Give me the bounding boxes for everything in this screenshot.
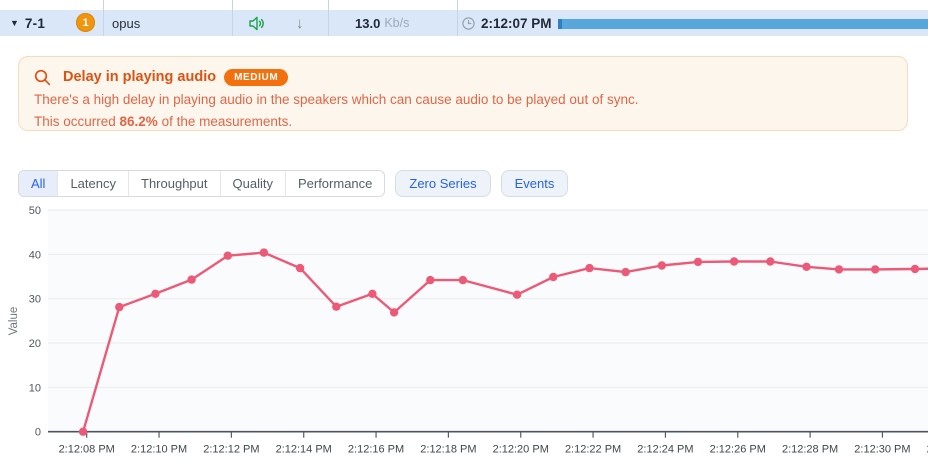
data-point[interactable]: [368, 289, 377, 298]
x-tick-label: 2:12:14 PM: [276, 444, 332, 456]
data-point[interactable]: [187, 275, 196, 284]
column-separator: [457, 0, 458, 36]
x-tick-label: 2:12:30 PM: [854, 444, 910, 456]
stream-timeline-bar: [558, 19, 928, 29]
data-point[interactable]: [151, 289, 160, 298]
x-tick-label: 2:12:20 PM: [493, 444, 549, 456]
y-tick-label: 10: [29, 382, 41, 394]
audio-delay-alert: Delay in playing audio MEDIUM There's a …: [18, 56, 908, 131]
data-point[interactable]: [834, 265, 844, 274]
timeseries-chart[interactable]: 0 10 20 30 40 50 Value 2:12:08 PM 2:12:10 PM 2:12…: [0, 200, 928, 475]
button-zero-series[interactable]: Zero Series: [395, 170, 491, 197]
x-tick-label: 2:12:32 PM: [927, 444, 928, 456]
data-point[interactable]: [693, 257, 703, 267]
data-point[interactable]: [910, 264, 920, 274]
data-point[interactable]: [115, 302, 124, 312]
y-tick-label: 30: [29, 294, 41, 306]
stream-id-cell[interactable]: ▼ 7-1: [10, 10, 45, 36]
occurrence-percentage: 86.2%: [119, 114, 158, 129]
data-point[interactable]: [512, 290, 522, 299]
data-point[interactable]: [766, 257, 775, 266]
bitrate-cell: 13.0 Kb/s: [355, 10, 409, 36]
x-tick-label: 2:12:16 PM: [348, 444, 404, 456]
x-tick-label: 2:12:26 PM: [710, 444, 766, 456]
stream-timestamp: 2:12:07 PM: [481, 15, 552, 31]
x-tick-label: 2:12:22 PM: [565, 444, 621, 456]
codec-cell: opus: [112, 10, 140, 36]
data-point[interactable]: [549, 272, 558, 282]
clock-icon: [462, 16, 475, 30]
bitrate-value: 13.0: [355, 15, 381, 31]
data-point[interactable]: [295, 263, 305, 273]
y-axis-title: Value: [8, 307, 20, 336]
data-point[interactable]: [458, 275, 468, 285]
y-tick-label: 40: [29, 249, 41, 261]
data-point[interactable]: [389, 308, 399, 317]
x-tick-label: 2:12:28 PM: [782, 444, 838, 456]
collapse-caret-icon[interactable]: ▼: [10, 18, 19, 28]
tab-latency[interactable]: Latency: [57, 171, 128, 196]
x-tick-label: 2:12:12 PM: [203, 444, 259, 456]
y-tick-label: 20: [29, 338, 41, 350]
data-point[interactable]: [332, 302, 341, 311]
plot-area: [48, 210, 928, 432]
speaker-audio-icon: [248, 15, 266, 32]
data-point[interactable]: [657, 261, 666, 270]
stream-id: 7-1: [24, 15, 46, 31]
x-tick-label: 2:12:10 PM: [131, 444, 187, 456]
x-tick-label: 2:12:24 PM: [637, 444, 693, 456]
stream-timeline-bar-cap: [558, 19, 562, 29]
down-arrow-icon: ↓: [296, 14, 304, 32]
column-separator: [232, 0, 233, 36]
column-separator: [103, 0, 104, 36]
timestamp-cell: 2:12:07 PM: [462, 10, 552, 36]
chart-canvas[interactable]: 0 10 20 30 40 50 Value 2:12:08 PM 2:12:10 PM 2:12…: [0, 200, 928, 475]
data-point[interactable]: [259, 248, 269, 257]
x-tick-label: 2:12:18 PM: [420, 444, 476, 456]
severity-badge: MEDIUM: [224, 68, 289, 86]
chart-filter-bar: All Latency Throughput Quality Performance Z…: [18, 170, 569, 197]
column-separator: [328, 0, 329, 36]
tab-throughput[interactable]: Throughput: [128, 171, 220, 196]
tab-performance[interactable]: Performance: [284, 171, 384, 196]
issue-count-badge: 1: [76, 13, 95, 32]
data-point[interactable]: [585, 263, 594, 273]
y-tick-label: 0: [35, 427, 41, 439]
metric-tab-group: All Latency Throughput Quality Performance: [18, 170, 386, 197]
data-point[interactable]: [223, 251, 232, 260]
data-point[interactable]: [729, 257, 739, 266]
data-point[interactable]: [426, 275, 435, 285]
data-point[interactable]: [802, 262, 811, 271]
tab-all[interactable]: All: [19, 171, 58, 196]
codec-label: opus: [112, 15, 141, 31]
stream-row[interactable]: ▼ 7-1 1 opus ↓ 13.0 Kb/s: [0, 0, 928, 36]
alert-title: Delay in playing audio: [63, 69, 217, 85]
magnifier-icon: [34, 69, 51, 86]
data-point[interactable]: [621, 267, 630, 277]
button-events[interactable]: Events: [500, 170, 569, 197]
alert-description: There's a high delay in playing audio in…: [34, 92, 639, 107]
bitrate-unit: Kb/s: [384, 16, 410, 30]
y-tick-label: 50: [29, 205, 41, 217]
toggle-button-group: Zero Series Events: [385, 170, 569, 197]
data-point[interactable]: [78, 427, 88, 436]
tab-quality[interactable]: Quality: [219, 171, 285, 196]
media-direction-cell: ↓: [248, 10, 304, 36]
data-point[interactable]: [871, 265, 880, 274]
alert-occurrence: This occurred 86.2% of the measurements.: [34, 114, 293, 129]
x-tick-label: 2:12:08 PM: [59, 444, 115, 456]
